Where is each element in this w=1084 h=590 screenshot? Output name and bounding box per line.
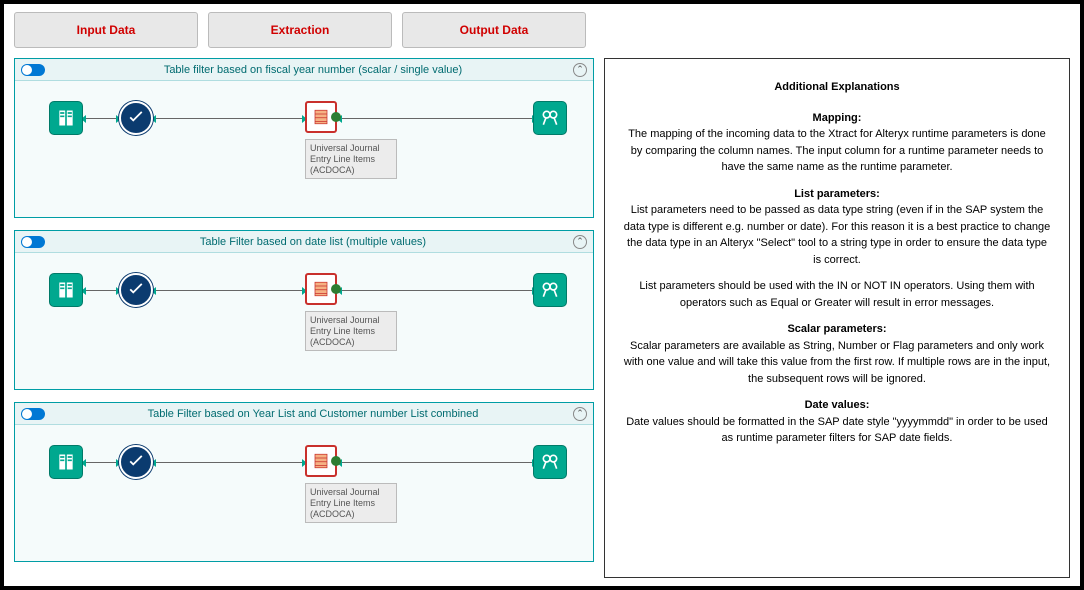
mapping-text: The mapping of the incoming data to the … [628, 128, 1046, 173]
connector [155, 462, 303, 463]
date-text: Date values should be formatted in the S… [626, 416, 1048, 445]
tab-output-data[interactable]: Output Data [402, 12, 586, 48]
scalar-text: Scalar parameters are available as Strin… [624, 340, 1050, 385]
connector [85, 290, 117, 291]
output-anchor-icon [331, 456, 341, 466]
mapping-header: Mapping: [813, 112, 862, 124]
toggle-icon[interactable] [21, 64, 45, 76]
browse-tool-icon[interactable] [533, 273, 567, 307]
browse-tool-icon[interactable] [533, 101, 567, 135]
node-label: Universal Journal Entry Line Items (ACDO… [305, 483, 397, 523]
tab-bar: Input Data Extraction Output Data [14, 12, 1070, 48]
panel-header: Table Filter based on Year List and Cust… [15, 403, 593, 425]
connector [85, 462, 117, 463]
select-tool-icon[interactable] [119, 101, 153, 135]
panel-body: Universal Journal Entry Line Items (ACDO… [15, 253, 593, 389]
explanation-panel: Additional Explanations Mapping: The mapp… [604, 58, 1070, 578]
explain-title: Additional Explanations [623, 79, 1051, 96]
select-tool-icon[interactable] [119, 445, 153, 479]
panel-title: Table filter based on fiscal year number… [53, 64, 573, 76]
table-tool-icon[interactable] [305, 273, 337, 305]
table-tool-icon[interactable] [305, 445, 337, 477]
node-label: Universal Journal Entry Line Items (ACDO… [305, 311, 397, 351]
input-data-icon[interactable] [49, 101, 83, 135]
node-label: Universal Journal Entry Line Items (ACDO… [305, 139, 397, 179]
list-header: List parameters: [794, 188, 880, 200]
collapse-icon[interactable]: ⌃ [573, 63, 587, 77]
connector [155, 118, 303, 119]
panel-date-list: Table Filter based on date list (multipl… [14, 230, 594, 390]
input-data-icon[interactable] [49, 445, 83, 479]
tab-input-data[interactable]: Input Data [14, 12, 198, 48]
browse-tool-icon[interactable] [533, 445, 567, 479]
connector [155, 290, 303, 291]
collapse-icon[interactable]: ⌃ [573, 407, 587, 421]
connector [85, 118, 117, 119]
output-anchor-icon [331, 112, 341, 122]
panel-body: Universal Journal Entry Line Items (ACDO… [15, 425, 593, 561]
collapse-icon[interactable]: ⌃ [573, 235, 587, 249]
connector [341, 462, 533, 463]
main-area: Table filter based on fiscal year number… [14, 58, 1070, 578]
workflow-canvas: Input Data Extraction Output Data Table … [4, 4, 1080, 586]
output-anchor-icon [331, 284, 341, 294]
panel-title: Table Filter based on Year List and Cust… [53, 408, 573, 420]
panel-fiscal-year: Table filter based on fiscal year number… [14, 58, 594, 218]
panel-header: Table Filter based on date list (multipl… [15, 231, 593, 253]
panel-year-customer: Table Filter based on Year List and Cust… [14, 402, 594, 562]
toggle-icon[interactable] [21, 408, 45, 420]
workflow-column: Table filter based on fiscal year number… [14, 58, 594, 578]
panel-header: Table filter based on fiscal year number… [15, 59, 593, 81]
connector [341, 118, 533, 119]
list-text-2: List parameters should be used with the … [623, 278, 1051, 311]
connector [341, 290, 533, 291]
list-text-1: List parameters need to be passed as dat… [624, 204, 1051, 266]
table-tool-icon[interactable] [305, 101, 337, 133]
scalar-header: Scalar parameters: [787, 323, 886, 335]
date-header: Date values: [805, 399, 870, 411]
panel-body: Universal Journal Entry Line Items (ACDO… [15, 81, 593, 217]
panel-title: Table Filter based on date list (multipl… [53, 236, 573, 248]
toggle-icon[interactable] [21, 236, 45, 248]
input-data-icon[interactable] [49, 273, 83, 307]
tab-extraction[interactable]: Extraction [208, 12, 392, 48]
select-tool-icon[interactable] [119, 273, 153, 307]
